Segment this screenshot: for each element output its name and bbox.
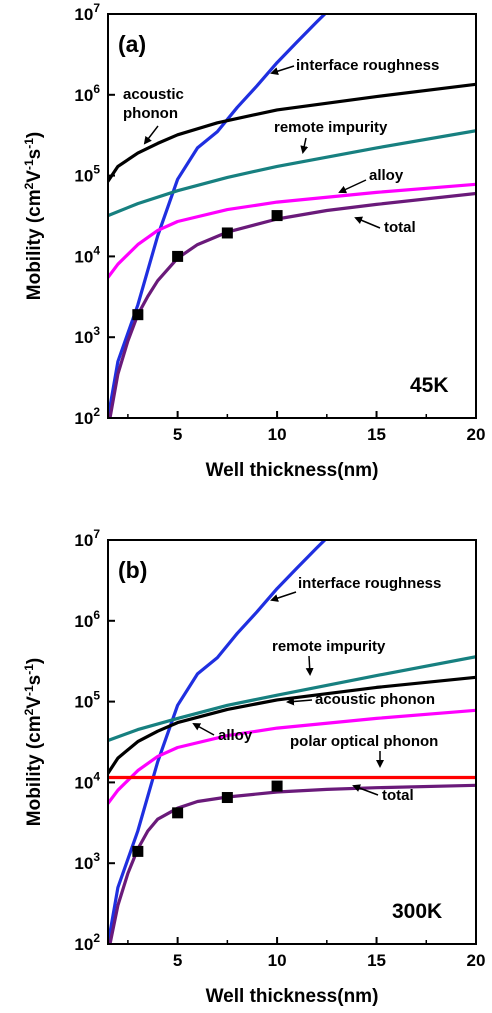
annotation-total: total xyxy=(382,787,414,804)
y-tick-label: 103 xyxy=(74,324,100,347)
panel-b: 5 10 15 20 102 103 104 105 106 107 (b) 300K Well … xyxy=(22,527,485,1007)
panel-b-series xyxy=(108,540,476,944)
annotation-arrow-alloy xyxy=(338,179,367,194)
y-title-base: Mobility (cm xyxy=(24,715,45,826)
series-line-interface-roughness xyxy=(108,540,327,944)
y-title-sup: -1 xyxy=(22,664,36,675)
annotation-remote-impurity: remote impurity xyxy=(274,119,388,136)
annotation-arrow-acoustic-phonon xyxy=(143,125,159,145)
panel-b-plot-frame xyxy=(107,539,477,945)
panel-a-y-axis-title: Mobility (cm2V-1s-1) xyxy=(22,132,45,300)
series-line-alloy xyxy=(108,708,476,806)
y-tick-label: 102 xyxy=(74,405,100,428)
data-point-marker xyxy=(271,780,283,792)
series-line-acoustic-phonon xyxy=(108,82,476,183)
panel-a-temperature-label: 45K xyxy=(410,374,449,397)
panel-a-plot-frame xyxy=(107,13,477,419)
y-title-sup: -1 xyxy=(22,138,36,149)
y-tick-label: 103 xyxy=(74,850,100,873)
data-point-marker xyxy=(172,250,184,262)
y-title-close: ) xyxy=(24,132,45,138)
panel-b-temperature-label: 300K xyxy=(392,900,442,923)
annotation-arrow-remote-impurity xyxy=(305,655,314,676)
series-line-remote-impurity xyxy=(108,655,476,743)
data-point-marker xyxy=(172,807,184,819)
annotation-arrow-acoustic-phonon xyxy=(286,697,313,706)
x-tick-label: 10 xyxy=(268,951,287,970)
data-point-marker xyxy=(221,227,233,239)
annotation-arrow-total xyxy=(352,784,379,796)
y-tick-label: 107 xyxy=(74,1,100,24)
annotation-arrow-remote-impurity xyxy=(300,137,309,154)
annotation-interface-roughness: interface roughness xyxy=(296,57,439,74)
y-title-sup: -1 xyxy=(22,159,36,170)
annotation-acoustic: acoustic xyxy=(123,86,184,103)
y-tick-label: 105 xyxy=(74,689,100,712)
y-tick-label: 102 xyxy=(74,931,100,954)
y-title-v: V xyxy=(24,696,45,709)
annotation-polar-optical-phonon: polar optical phonon xyxy=(290,733,438,750)
annotation-arrow-alloy xyxy=(192,723,215,736)
panel-a: 5 10 15 20 102 103 104 105 106 107 (a) 45K Well t… xyxy=(22,1,485,481)
y-title-sup: 2 xyxy=(22,708,36,715)
panel-b-label: (b) xyxy=(118,557,147,583)
y-tick-label: 106 xyxy=(74,82,100,105)
panel-b-y-axis-title: Mobility (cm2V-1s-1) xyxy=(22,658,45,826)
data-point-marker xyxy=(271,210,283,222)
y-title-s: s xyxy=(24,675,45,686)
annotation-alloy: alloy xyxy=(218,727,253,744)
annotation-arrow-total xyxy=(354,216,381,229)
y-tick-label: 105 xyxy=(74,163,100,186)
annotation-acoustic-phonon: acoustic phonon xyxy=(315,691,435,708)
x-tick-label: 10 xyxy=(268,425,287,444)
y-title-close: ) xyxy=(24,658,45,664)
data-point-marker xyxy=(221,792,233,804)
x-tick-label: 20 xyxy=(467,425,486,444)
annotation-interface-roughness: interface roughness xyxy=(298,575,441,592)
y-tick-label: 104 xyxy=(74,243,100,266)
data-point-marker xyxy=(132,309,144,321)
y-title-v: V xyxy=(24,170,45,183)
y-title-base: Mobility (cm xyxy=(24,189,45,300)
annotation-alloy: alloy xyxy=(369,167,404,184)
y-title-sup: -1 xyxy=(22,685,36,696)
x-tick-label: 20 xyxy=(467,951,486,970)
panel-b-x-axis-title: Well thickness(nm) xyxy=(206,986,379,1007)
panel-a-x-axis-title: Well thickness(nm) xyxy=(206,460,379,481)
annotation-arrow-interface-roughness xyxy=(270,65,295,75)
annotation-phonon: phonon xyxy=(123,105,178,122)
panel-a-label: (a) xyxy=(118,31,146,57)
x-tick-label: 5 xyxy=(173,425,182,444)
y-title-s: s xyxy=(24,149,45,160)
series-line-interface-roughness xyxy=(108,14,327,418)
series-line-acoustic-phonon xyxy=(108,675,476,775)
x-tick-label: 15 xyxy=(367,951,386,970)
panel-b-markers xyxy=(132,780,283,857)
panel-a-markers xyxy=(132,210,283,321)
annotation-total: total xyxy=(384,219,416,236)
y-tick-label: 106 xyxy=(74,608,100,631)
annotation-remote-impurity: remote impurity xyxy=(272,638,386,655)
series-line-alloy xyxy=(108,182,476,279)
data-point-marker xyxy=(132,845,144,857)
panel-a-series xyxy=(108,14,476,418)
annotation-arrow-interface-roughness xyxy=(270,591,297,602)
x-tick-label: 15 xyxy=(367,425,386,444)
y-tick-label: 107 xyxy=(74,527,100,550)
series-line-remote-impurity xyxy=(108,129,476,218)
y-title-sup: 2 xyxy=(22,182,36,189)
x-tick-label: 5 xyxy=(173,951,182,970)
y-tick-label: 104 xyxy=(74,769,100,792)
panel-b-ticks: 5 10 15 20 102 103 104 105 106 107 xyxy=(74,527,485,970)
